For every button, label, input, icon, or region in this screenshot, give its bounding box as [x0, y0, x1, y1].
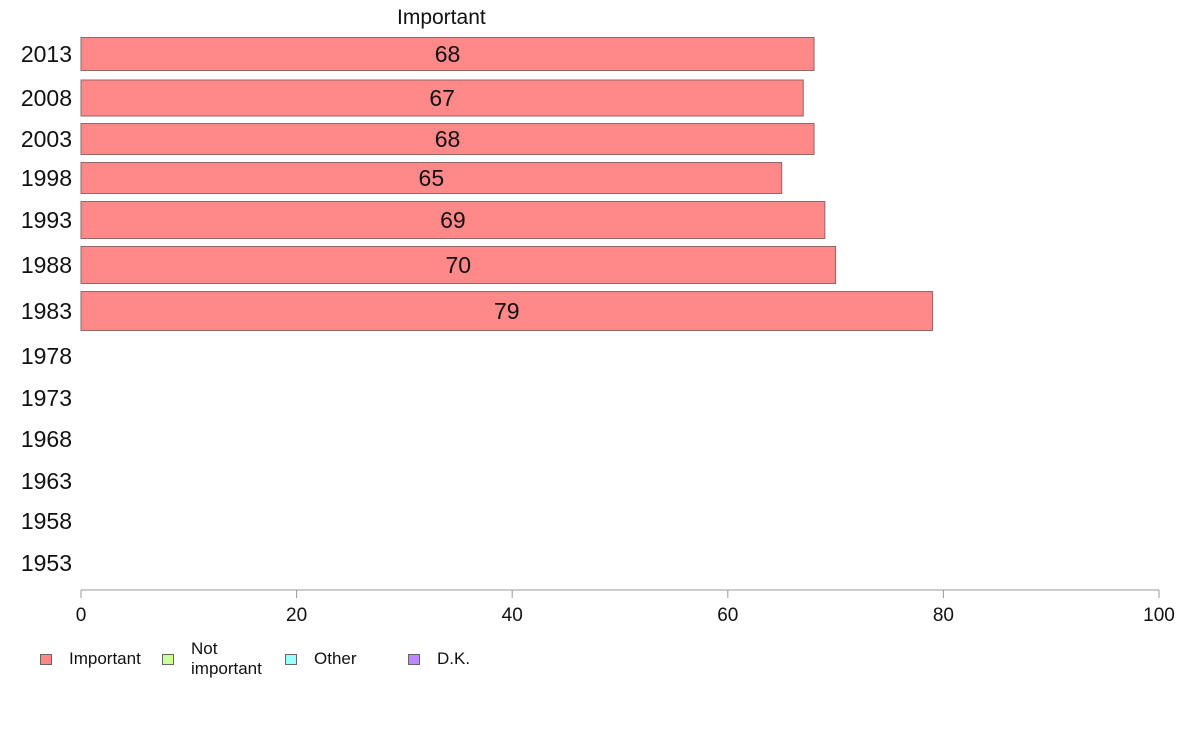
category-label-1998: 1998	[21, 165, 72, 191]
category-label-1993: 1993	[21, 207, 72, 233]
bar-1998	[80, 162, 783, 194]
x-tick-label-0: 0	[76, 605, 87, 626]
bar-value-label-2013: 68	[435, 41, 461, 67]
bar-value-label-1983: 79	[494, 298, 520, 324]
bars-group: 68 67 68 65 69 70 79	[80, 37, 934, 331]
category-label-1963: 1963	[21, 468, 72, 494]
x-axis: 0 20 40 60 80 100	[76, 589, 1175, 626]
category-label-2003: 2003	[21, 126, 72, 152]
bar-1988	[80, 246, 837, 284]
bar-value-label-2003: 68	[435, 126, 461, 152]
bar-value-label-1993: 69	[440, 207, 466, 233]
category-label-1983: 1983	[21, 298, 72, 324]
category-label-1968: 1968	[21, 426, 72, 452]
bar-value-label-1988: 70	[446, 252, 472, 278]
bar-2003	[80, 123, 815, 155]
category-label-1958: 1958	[21, 508, 72, 534]
bar-value-label-1998: 65	[419, 165, 445, 191]
x-tick-label-40: 40	[502, 605, 523, 626]
x-tick-label-100: 100	[1143, 605, 1175, 626]
category-label-1953: 1953	[21, 550, 72, 576]
category-label-1988: 1988	[21, 252, 72, 278]
category-label-2013: 2013	[21, 41, 72, 67]
chart-title: Important	[397, 6, 486, 29]
bar-2013	[80, 37, 815, 71]
x-tick-label-20: 20	[286, 605, 307, 626]
bar-1983	[80, 291, 934, 331]
category-label-1978: 1978	[21, 343, 72, 369]
bar-2008	[80, 79, 804, 117]
bar-1993	[80, 201, 826, 239]
category-label-1973: 1973	[21, 385, 72, 411]
category-label-2008: 2008	[21, 85, 72, 111]
x-tick-label-80: 80	[933, 605, 954, 626]
category-labels: 2013 2008 2003 1998 1993 1988 1983 1978 1973 1968…	[21, 41, 72, 576]
bar-value-label-2008: 67	[429, 85, 455, 111]
x-tick-label-60: 60	[717, 605, 738, 626]
